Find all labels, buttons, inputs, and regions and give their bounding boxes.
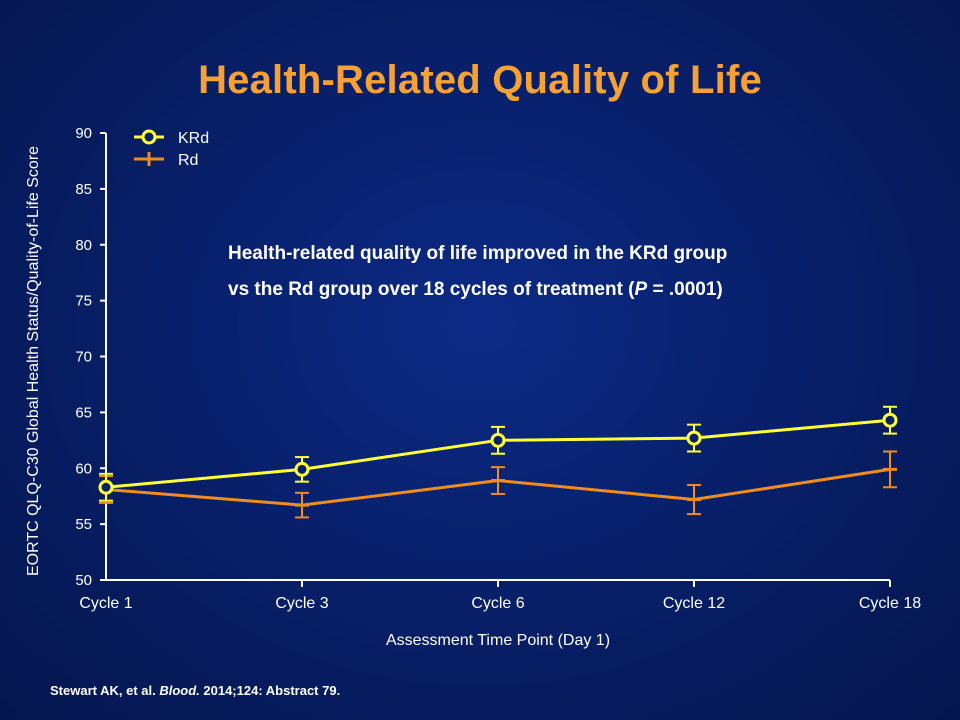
citation-journal: Blood. xyxy=(159,683,200,698)
y-tick-label: 85 xyxy=(75,181,92,198)
legend-item-rd: Rd xyxy=(134,152,198,169)
x-axis-label: Assessment Time Point (Day 1) xyxy=(386,632,610,649)
annotation-line-2-end: = .0001) xyxy=(647,279,723,300)
y-tick-label: 80 xyxy=(75,237,92,254)
annotation-p-symbol: P xyxy=(634,279,648,300)
y-axis-label: EORTC QLQ-C30 Global Health Status/Quali… xyxy=(25,146,42,576)
x-tick-label: Cycle 3 xyxy=(275,595,328,612)
data-point-krd xyxy=(686,430,702,446)
citation: Stewart AK, et al. Blood. 2014;124: Abst… xyxy=(50,683,340,698)
y-tick-label: 50 xyxy=(75,572,92,589)
citation-details: 2014;124: Abstract 79. xyxy=(199,683,341,698)
x-axis-ticks: Cycle 1 Cycle 3 Cycle 6 Cycle 12 Cycle 18 xyxy=(79,580,921,612)
y-tick-label: 55 xyxy=(75,516,92,533)
legend: KRd Rd xyxy=(134,129,209,169)
x-tick-label: Cycle 12 xyxy=(663,595,725,612)
data-point-krd xyxy=(98,479,114,495)
data-point-krd xyxy=(882,412,898,428)
legend-label-krd: KRd xyxy=(178,130,209,147)
data-point-krd xyxy=(490,432,506,448)
x-tick-label: Cycle 1 xyxy=(79,595,132,612)
series-rd xyxy=(99,450,897,519)
annotation-line-2: vs the Rd group over 18 cycles of treatm… xyxy=(228,272,888,308)
series-layer xyxy=(98,405,898,519)
legend-label-rd: Rd xyxy=(178,152,198,169)
annotation-line-1: Health-related quality of life improved … xyxy=(228,243,728,264)
data-point-krd xyxy=(294,461,310,477)
y-tick-label: 90 xyxy=(75,125,92,142)
x-tick-label: Cycle 18 xyxy=(859,595,921,612)
x-tick-label: Cycle 6 xyxy=(471,595,524,612)
citation-authors: Stewart AK, et al. xyxy=(50,683,160,698)
y-tick-label: 65 xyxy=(75,404,92,421)
legend-item-krd: KRd xyxy=(134,129,209,147)
slide-title: Health-Related Quality of Life xyxy=(198,58,762,102)
y-tick-label: 75 xyxy=(75,293,92,310)
annotation-text: Health-related quality of life improved … xyxy=(228,236,888,308)
series-krd xyxy=(98,405,898,502)
annotation-line-2-start: vs the Rd group over 18 cycles of treatm… xyxy=(228,279,635,300)
y-tick-label: 60 xyxy=(75,460,92,477)
y-axis-ticks: 50 55 60 65 70 75 80 85 90 xyxy=(75,125,106,589)
legend-marker-krd xyxy=(141,129,157,145)
axes xyxy=(105,133,890,581)
y-tick-label: 70 xyxy=(75,349,92,366)
